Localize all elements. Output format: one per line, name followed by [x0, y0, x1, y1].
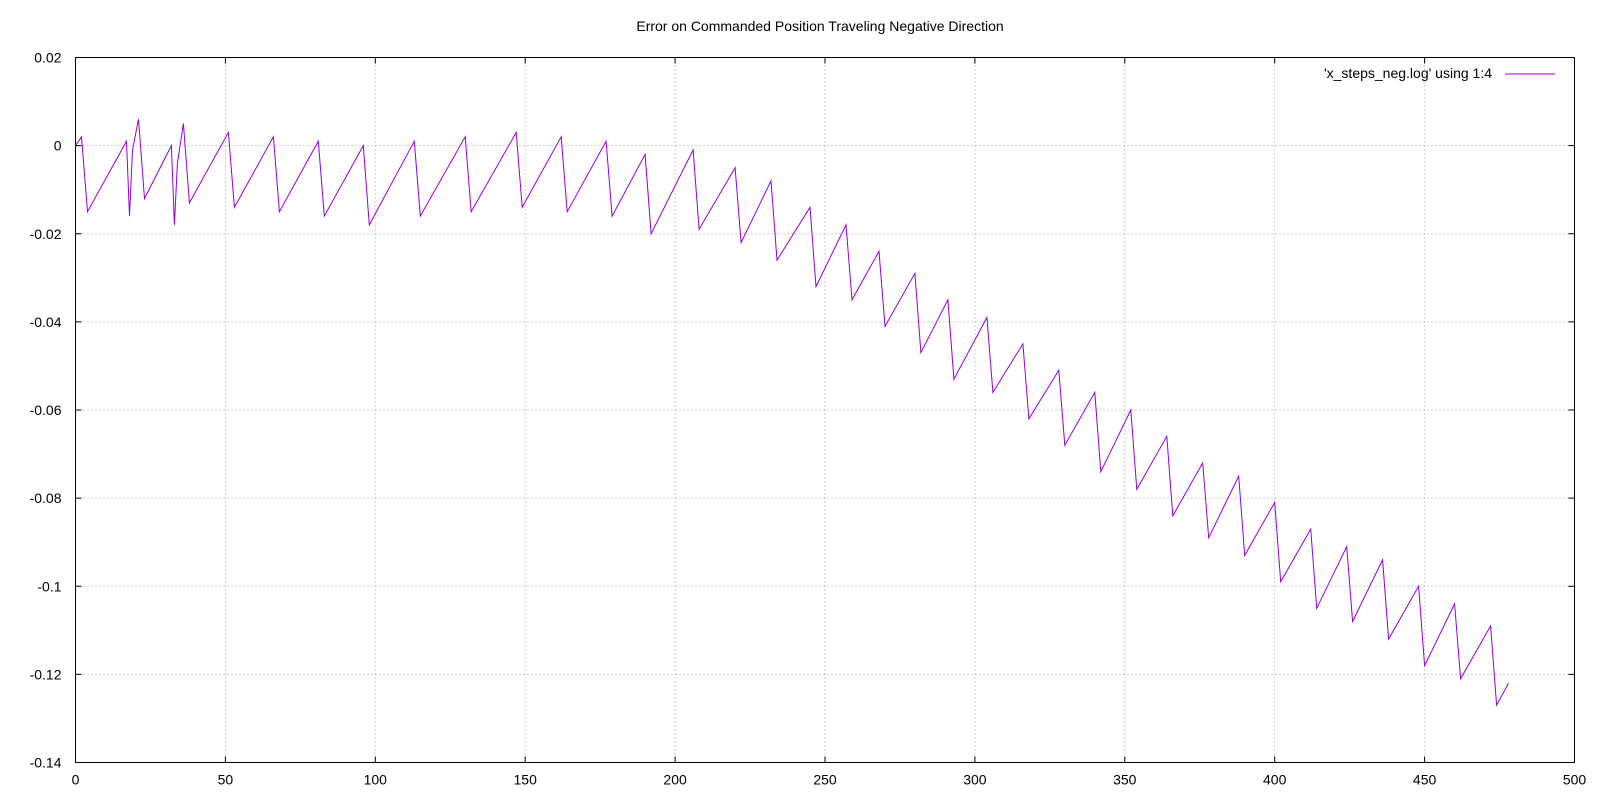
- legend-label: 'x_steps_neg.log' using 1:4: [1324, 65, 1492, 81]
- chart-title: Error on Commanded Position Traveling Ne…: [636, 18, 1003, 34]
- x-tick-label: 300: [963, 772, 987, 788]
- x-tick-label: 250: [813, 772, 837, 788]
- y-tick-label: -0.14: [30, 755, 62, 771]
- x-tick-label: 200: [663, 772, 687, 788]
- x-tick-label: 100: [364, 772, 388, 788]
- y-tick-label: -0.04: [30, 314, 62, 330]
- x-tick-label: 50: [218, 772, 234, 788]
- y-tick-label: -0.02: [30, 226, 62, 242]
- y-tick-label: -0.06: [30, 402, 62, 418]
- x-tick-label: 500: [1563, 772, 1587, 788]
- series-layer: [75, 119, 1509, 707]
- tick-layer: 0 50 100 150 200 250 300 350 400 450 500 0.02 0 -0.02…: [30, 50, 1587, 788]
- y-tick-label: 0.02: [34, 50, 61, 66]
- series-line: [75, 119, 1509, 707]
- x-tick-label: 400: [1263, 772, 1287, 788]
- x-tick-label: 0: [72, 772, 80, 788]
- grid-layer: [75, 57, 1575, 763]
- x-tick-label: 150: [514, 772, 538, 788]
- y-tick-label: -0.12: [30, 666, 62, 682]
- y-tick-label: -0.1: [37, 578, 61, 594]
- x-tick-label: 450: [1413, 772, 1437, 788]
- legend: 'x_steps_neg.log' using 1:4: [1324, 65, 1555, 81]
- y-tick-label: 0: [54, 138, 62, 154]
- x-tick-label: 350: [1113, 772, 1137, 788]
- y-tick-label: -0.08: [30, 490, 62, 506]
